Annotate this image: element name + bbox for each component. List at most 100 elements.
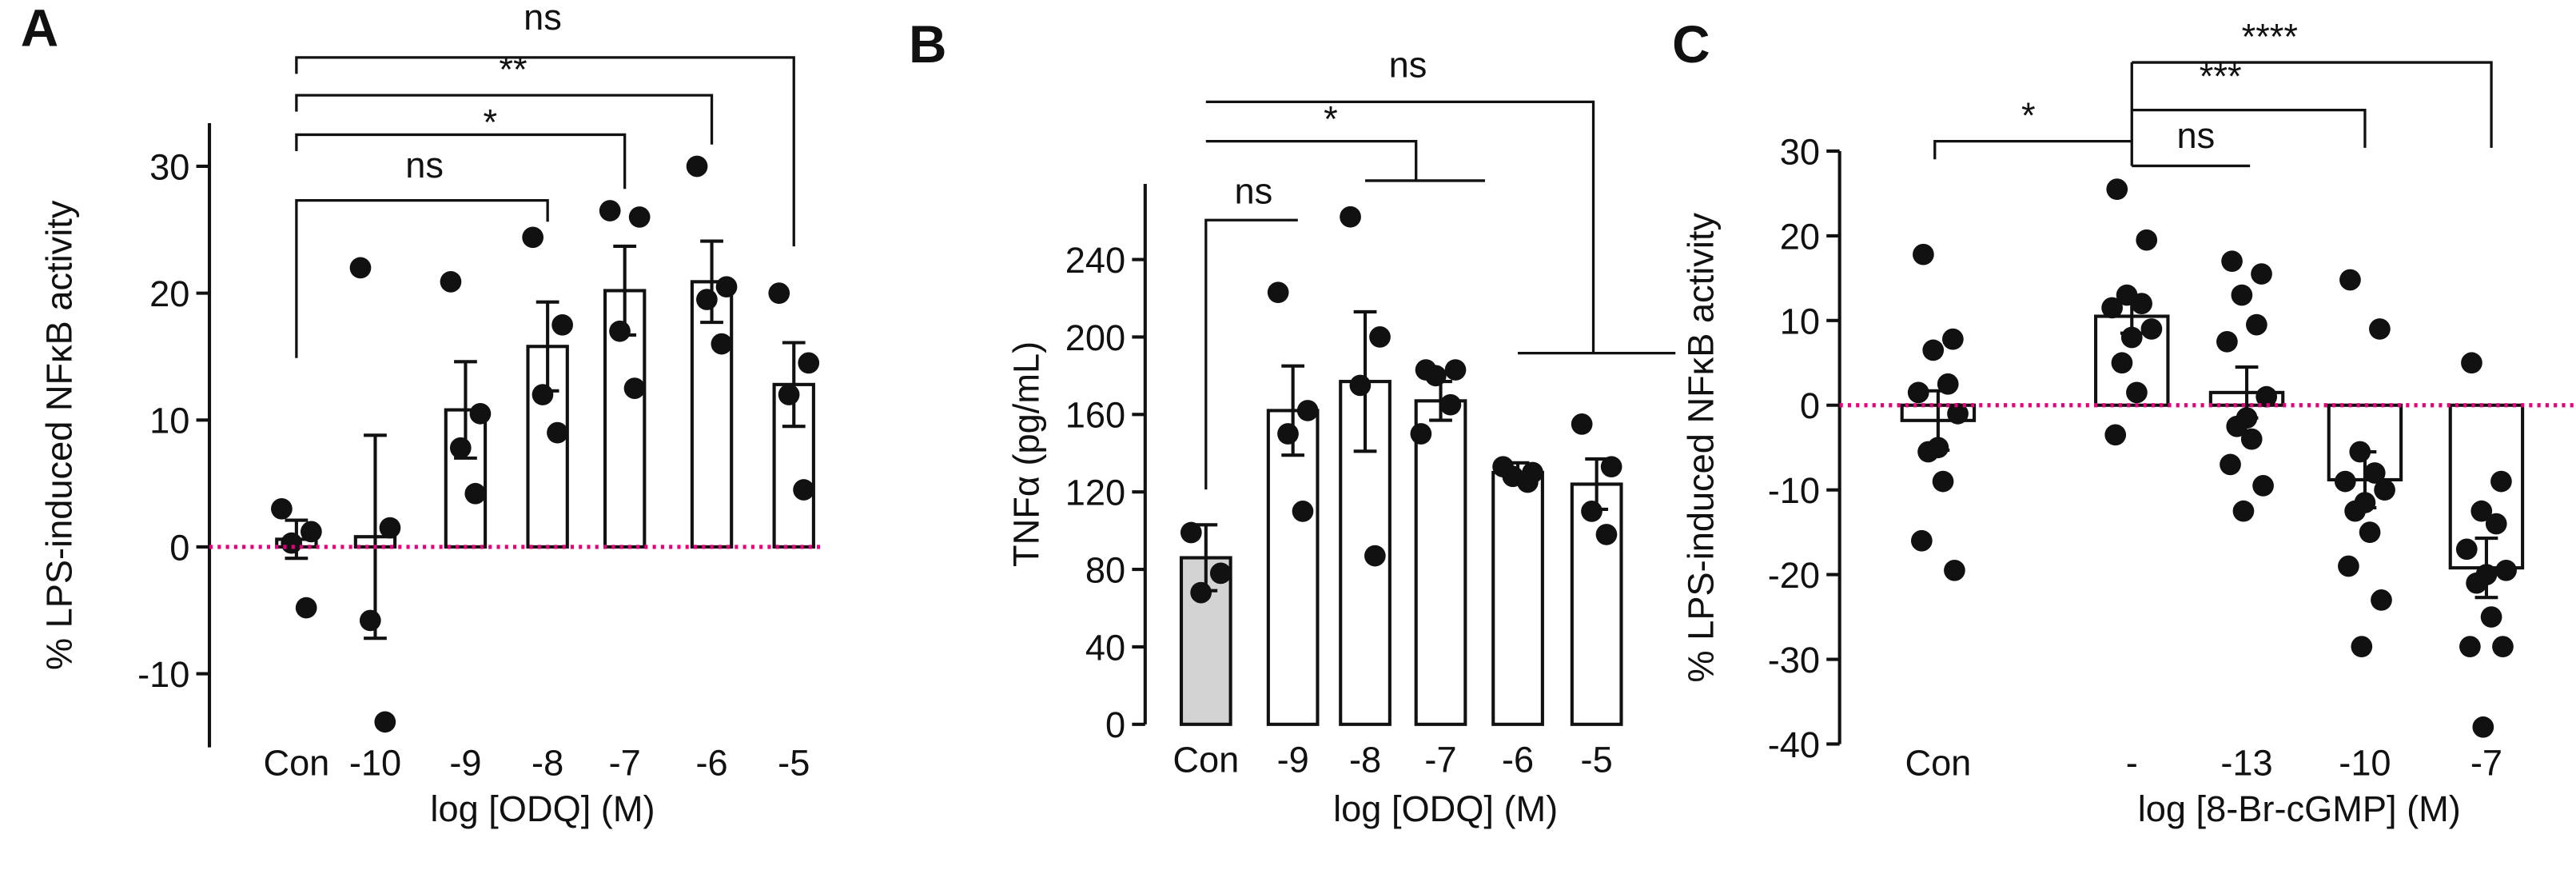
x-tick-label: Con: [263, 742, 329, 783]
data-point: [2470, 500, 2493, 522]
data-point: [2485, 513, 2507, 535]
data-point: [686, 155, 708, 178]
data-point: [1277, 423, 1299, 445]
significance-bracket: [1205, 100, 1676, 355]
data-point: [551, 313, 573, 336]
significance-label: ns: [1389, 45, 1427, 86]
data-point: [1410, 423, 1432, 445]
data-point: [1369, 326, 1391, 348]
data-point: [2359, 521, 2381, 543]
significance-bracket: [1204, 218, 1298, 490]
significance-label: ****: [2242, 17, 2298, 58]
data-point: [2351, 636, 2373, 657]
data-point: [2221, 250, 2243, 273]
panel-letter: C: [1672, 15, 1710, 74]
data-point: [295, 597, 317, 619]
data-point: [2216, 330, 2238, 353]
data-point: [2252, 475, 2274, 497]
data-point: [2339, 269, 2361, 291]
data-point: [2338, 555, 2359, 577]
significance-label: ns: [1235, 171, 1273, 212]
data-point: [2240, 428, 2263, 450]
significance-bracket: [295, 198, 549, 358]
data-point: [271, 497, 293, 520]
data-point: [2255, 385, 2278, 408]
data-point: [1444, 359, 1467, 381]
data-point: [2226, 415, 2248, 437]
y-tick-label: 20: [149, 273, 189, 314]
data-point: [1913, 243, 1934, 265]
data-point: [623, 377, 646, 399]
significance-bracket: [295, 56, 795, 247]
significance-label: ns: [405, 145, 444, 186]
data-point: [1917, 441, 1939, 463]
data-point: [2251, 263, 2272, 285]
x-axis-label: log [ODQ] (M): [1333, 788, 1558, 829]
significance-label: *: [2021, 95, 2036, 136]
data-point: [696, 289, 718, 310]
bar: [1491, 470, 1544, 726]
data-point: [1944, 559, 1965, 581]
x-tick-label: -8: [532, 742, 563, 783]
data-point: [2246, 313, 2267, 336]
data-point: [609, 320, 631, 342]
data-point: [1292, 501, 1314, 522]
data-point: [2106, 178, 2128, 200]
data-point: [2349, 441, 2371, 463]
data-point: [1922, 339, 1945, 361]
data-point: [281, 532, 303, 554]
data-point: [1296, 400, 1319, 421]
data-point: [522, 226, 544, 249]
y-tick-label: -10: [1768, 470, 1820, 511]
significance-label: ns: [524, 0, 562, 38]
data-point: [2140, 318, 2163, 340]
x-tick-label: -8: [1349, 739, 1381, 780]
x-tick-label: -9: [1277, 739, 1309, 780]
data-point: [2371, 589, 2392, 611]
data-point: [778, 384, 800, 405]
data-point: [2220, 453, 2241, 476]
significance-bracket: [2132, 61, 2493, 148]
data-point: [2369, 318, 2391, 340]
y-tick-label: -40: [1768, 724, 1820, 765]
y-tick-label: 160: [1065, 395, 1125, 436]
y-tick-label: 0: [169, 527, 189, 568]
y-tick-label: 0: [1800, 385, 1820, 426]
data-point: [1267, 281, 1289, 304]
data-point: [768, 282, 790, 304]
y-tick-label: 200: [1065, 317, 1125, 358]
data-point: [715, 276, 738, 298]
data-point: [2363, 462, 2386, 484]
data-point: [2232, 500, 2255, 522]
significance-bracket: [1933, 140, 2132, 160]
data-point: [1340, 206, 1361, 228]
y-tick-label: -20: [1768, 555, 1820, 596]
data-point: [1349, 374, 1372, 397]
data-point: [359, 609, 381, 632]
data-point: [2131, 293, 2152, 314]
data-point: [1942, 328, 1964, 350]
x-tick-label: -9: [449, 742, 481, 783]
y-axis-label: TNFα (pg/mL): [1005, 341, 1046, 567]
error-bar: [782, 341, 806, 429]
x-tick-label: -: [2126, 742, 2138, 783]
data-point: [1517, 471, 1539, 493]
significance-label: ns: [2177, 115, 2216, 156]
y-tick-label: 120: [1065, 473, 1125, 513]
data-point: [628, 206, 651, 228]
data-point: [1180, 521, 1202, 544]
data-point: [1910, 529, 1933, 552]
x-axis-label: log [8-Br-cGMP] (M): [2138, 788, 2461, 829]
panel-letter: B: [909, 15, 946, 74]
data-point: [2136, 229, 2158, 251]
x-tick-label: -7: [1424, 739, 1456, 780]
data-point: [793, 479, 814, 501]
data-point: [349, 257, 372, 279]
data-point: [1209, 562, 1232, 585]
data-point: [1932, 470, 1954, 493]
data-point: [1907, 381, 1929, 404]
bar: [1414, 399, 1467, 726]
data-point: [711, 333, 733, 355]
significance-bracket: [2130, 62, 2251, 168]
